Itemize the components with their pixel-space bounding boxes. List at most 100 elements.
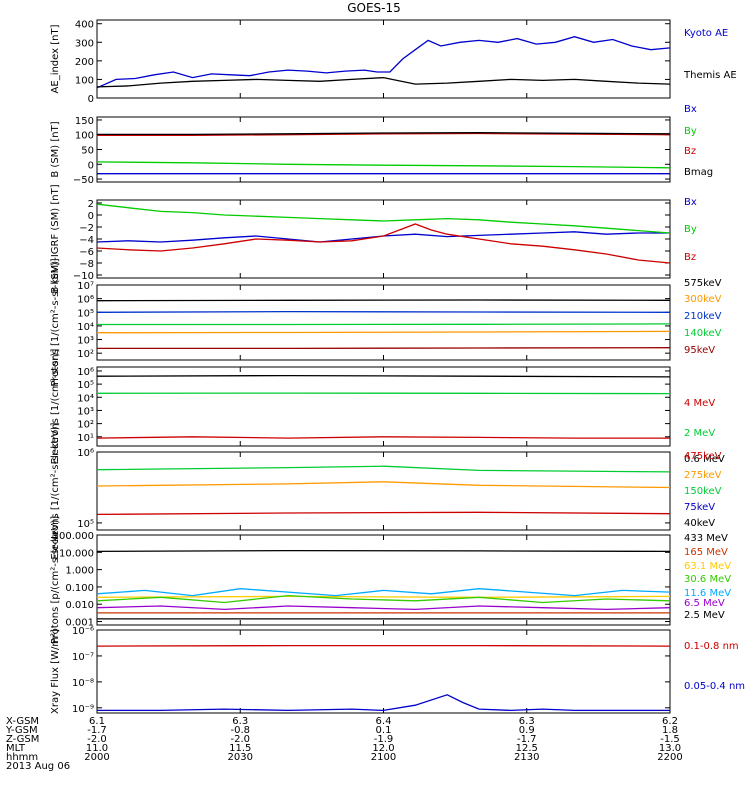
y-tick-label: 0 [88,160,94,171]
y-axis-label: Protons [p/(cm²-s-sr-keV)] [50,516,61,644]
legend-entry: Bx [684,104,697,115]
y-tick-label: −6 [79,247,94,258]
ephemeris-value: 6.2 [662,716,678,727]
ephemeris-value: 6.1 [89,716,105,727]
legend-entry: 2.5 MeV [684,610,725,621]
ephemeris-row-label: hhmm [6,752,38,763]
y-tick-label: −4 [79,235,94,246]
y-tick-label: 300 [75,38,94,49]
ephemeris-value: 11.0 [86,743,108,754]
ephemeris-value: -1.7 [87,725,107,736]
series-line-bz [97,223,670,264]
ephemeris-value: 2100 [371,752,396,763]
legend-entry: By [684,224,697,235]
series-line-210kev [97,310,670,313]
series-line-bx [97,231,670,243]
ephemeris-value: -0.8 [230,725,250,736]
series-line-0-1-0-8-nm [97,644,670,647]
series-line-by [97,161,670,169]
y-tick-label: 2 [88,199,94,210]
series-line-300kev [97,330,670,334]
legend-entry: 575keV [684,278,722,289]
legend-entry: 2 MeV [684,428,715,439]
y-tick-label: 10.000 [59,548,94,559]
panel-5: 10¹ 10² 10³ 10⁴ 10⁵ 10⁶ Electrons [1/(cm²-s-sr… [50,349,725,465]
legend-entry: 63.1 MeV [684,561,731,572]
series-line-0-6-mev [97,374,670,378]
ephemeris-row-label: Z-GSM [6,734,39,745]
panel-frame [96,629,671,714]
legend-entry: By [684,126,697,137]
y-tick-label: −8 [79,259,94,270]
ephemeris-row-label: X-GSM [6,716,39,727]
y-tick-label: 10⁶ [77,295,94,306]
y-tick-label: 100 [75,75,94,86]
y-tick-label: 1.000 [65,566,94,577]
ephemeris-value: -2.0 [230,734,250,745]
legend-entry: 30.6 MeV [684,574,731,585]
x-axis-ephemeris: X-GSM 6.1 6.3 6.4 6.3 6.2 Y-GSM -1.7 -0.8 0.1 0.9 1… [5,716,683,772]
ephemeris-value: 2000 [84,752,109,763]
legend-entry: 140keV [684,328,722,339]
y-tick-label: 150 [75,116,94,127]
series-line-275kev [97,481,670,489]
panel-3: −10−8−6−4−202 B (SM)-IGRF (SM) [nT] Bx By Bz [50,184,697,293]
y-axis-label: Electrons [1/(cm²-s-sr-keV)] [50,422,61,559]
y-tick-label: −2 [79,223,94,234]
legend-entry: Bx [684,197,697,208]
legend-entry: Themis AE [683,70,737,81]
ephemeris-value: 2200 [657,752,682,763]
y-tick-label: 10¹ [77,433,94,444]
y-tick-label: 10⁻⁶ [72,626,94,637]
panel-4: 10² 10³ 10⁴ 10⁵ 10⁶ 10⁷ Protons [1/(cm²-s-sr-k… [50,258,722,386]
series-line-kyoto-ae [97,36,670,89]
y-tick-label: 200 [75,57,94,68]
y-tick-label: 10² [77,349,94,360]
legend-entry: 4 MeV [684,398,715,409]
y-tick-label: 50 [81,146,94,157]
series-line-2-mev [97,392,670,395]
y-tick-label: 10⁴ [77,393,94,404]
y-tick-label: 0 [88,94,94,105]
y-axis-label: AE_index [nT] [50,24,61,93]
y-tick-label: 10³ [77,336,94,347]
y-tick-label: 10⁻⁷ [72,652,94,663]
series-line-475kev [97,511,670,516]
series-line-by [97,203,670,234]
legend-entry: 6.5 MeV [684,598,725,609]
y-axis-label: B (SM)-IGRF (SM) [nT] [50,184,61,293]
series-line-30-6-mev [97,594,670,604]
panel-1: 0 100 200 300 400 AE_index [nT] Kyoto AE Themis… [50,19,737,105]
y-tick-label: 10⁶ [77,367,94,378]
panel-7: 0.001 0.010 0.100 1.000 10.000 100.000Protons… [50,516,731,644]
ephemeris-value: 0.9 [519,725,535,736]
legend-entry: 475keV [684,451,722,462]
legend-entry: Kyoto AE [684,28,728,39]
legend-entry: 300keV [684,294,722,305]
ephemeris-value: 12.5 [516,743,538,754]
panel-frame [96,19,671,99]
legend-entry: 11.6 MeV [684,588,731,599]
y-axis-label: Electrons [1/(cm²-s-sr)] [50,349,61,465]
y-axis-label: B (SM) [nT] [50,121,61,177]
legend-entry: 40keV [684,518,715,529]
legend-entry: 210keV [684,311,722,322]
series-line-63-1-mev [97,595,670,598]
panel-6: 10⁵ 10⁶ Electrons [1/(cm²-s-sr-keV)] 475keV… [50,422,722,559]
y-tick-label: 100 [75,131,94,142]
y-tick-label: 10⁻⁸ [72,678,94,689]
series-line-433-mev [97,549,670,553]
series-line-150kev [97,465,670,473]
legend-entry: Bz [684,146,696,157]
y-axis-label: Protons [1/(cm²-s-sr-keV)] [50,258,61,386]
y-tick-label: 10⁷ [77,281,94,292]
ephemeris-value: -1.5 [660,734,680,745]
y-tick-label: 0.100 [65,583,94,594]
series-line-bmag [97,132,670,136]
panel-frame [96,116,671,183]
y-tick-label: −10 [73,271,94,282]
ephemeris-value: 6.3 [232,716,248,727]
y-tick-label: 10⁻⁹ [72,704,94,715]
series-line-11-6-mev [97,588,670,597]
